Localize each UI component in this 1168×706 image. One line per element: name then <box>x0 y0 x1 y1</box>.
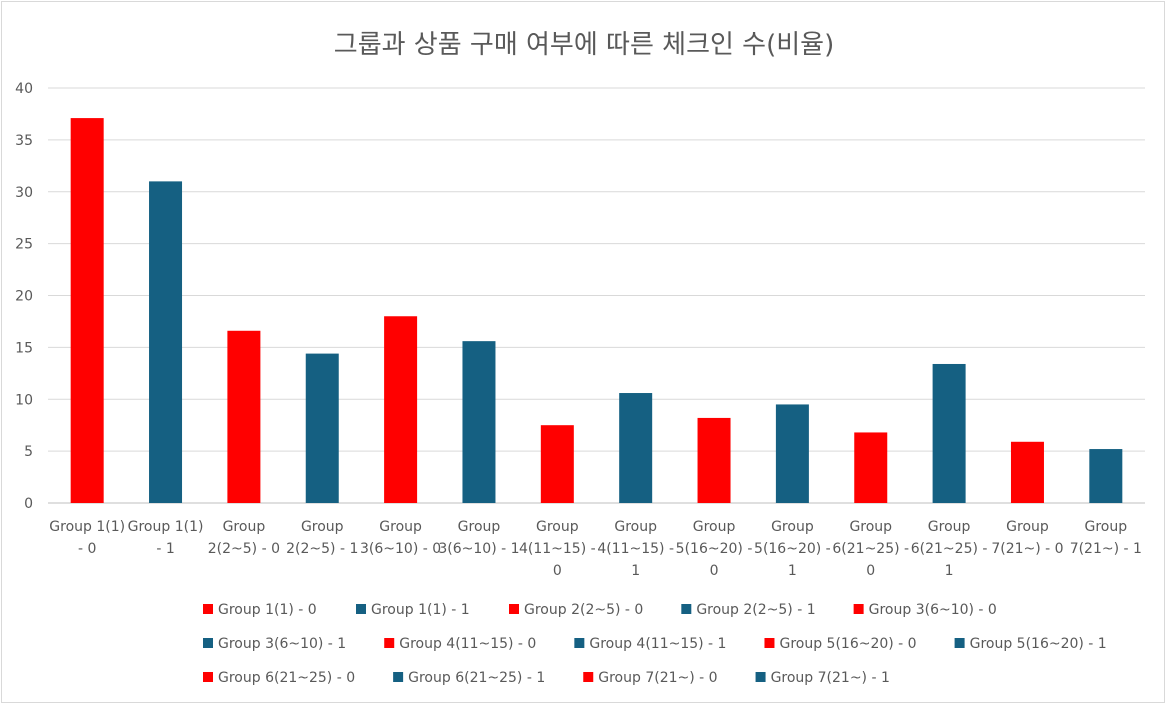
legend-item: Group 6(21~25) - 0 <box>203 670 355 686</box>
bar-10 <box>775 404 809 503</box>
legend-swatch <box>574 638 585 648</box>
legend-swatch <box>203 638 213 648</box>
x-category-label: Group 3(6~10) - 1 <box>438 519 519 557</box>
legend-swatch <box>764 638 775 648</box>
legend-item: Group 4(11~15) - 1 <box>574 636 726 652</box>
legend-swatch <box>509 604 519 614</box>
legend-item: Group 4(11~15) - 0 <box>384 636 536 652</box>
x-category-label: Group 5(16~20) -1 <box>754 519 831 579</box>
x-category-label: Group 4(11~15) -1 <box>597 519 674 579</box>
legend-swatch <box>853 604 864 614</box>
y-tick-label: 0 <box>24 496 33 512</box>
bar-9 <box>697 417 731 503</box>
y-tick-label: 25 <box>15 237 33 253</box>
y-tick-label: 40 <box>15 81 33 97</box>
bar-4 <box>305 353 339 503</box>
legend-swatch <box>583 672 594 682</box>
legend-label: Group 2(2~5) - 1 <box>696 602 815 618</box>
x-category-label: Group 1(1) - 1 <box>128 519 204 557</box>
y-axis-ticks: 0 5 10 15 20 25 30 35 40 <box>15 81 33 512</box>
legend-label: Group 7(21~) - 0 <box>598 670 717 686</box>
x-category-label: Group 2(2~5) - 1 <box>286 519 358 557</box>
legend-item: Group 2(2~5) - 1 <box>681 602 816 618</box>
gridlines <box>48 87 1145 504</box>
legend-item: Group 7(21~) - 1 <box>755 670 890 686</box>
bar-2 <box>149 181 183 503</box>
y-tick-label: 5 <box>24 444 33 460</box>
legend-item: Group 2(2~5) - 0 <box>509 602 643 618</box>
bar-12 <box>932 363 966 503</box>
legend-swatch <box>393 672 404 682</box>
y-tick-label: 10 <box>15 392 33 408</box>
bars <box>70 118 1123 504</box>
legend-item: Group 7(21~) - 0 <box>583 670 718 686</box>
bar-8 <box>619 393 653 503</box>
legend-label: Group 1(1) - 1 <box>371 602 470 618</box>
x-category-label: Group 7(21~) - 0 <box>991 519 1063 557</box>
legend-label: Group 3(6~10) - 0 <box>869 602 997 618</box>
legend-item: Group 3(6~10) - 0 <box>853 602 997 618</box>
x-category-label: Group 2(2~5) - 0 <box>208 519 280 557</box>
legend-label: Group 4(11~15) - 0 <box>399 636 536 652</box>
y-tick-label: 20 <box>15 289 33 305</box>
y-tick-label: 15 <box>15 340 33 356</box>
legend-swatch <box>954 638 965 648</box>
legend-label: Group 1(1) - 0 <box>218 602 317 618</box>
bar-14 <box>1089 449 1123 503</box>
x-category-label: Group 6(21~25) -1 <box>911 519 988 579</box>
bar-7 <box>540 425 574 503</box>
legend-label: Group 6(21~25) - 0 <box>218 670 355 686</box>
legend-label: Group 3(6~10) - 1 <box>218 636 346 652</box>
legend-swatch <box>356 604 366 614</box>
legend-swatch <box>681 604 692 614</box>
bar-11 <box>854 432 888 503</box>
x-category-label: Group 6(21~25) -0 <box>832 519 909 579</box>
legend-label: Group 6(21~25) - 1 <box>408 670 545 686</box>
legend-label: Group 2(2~5) - 0 <box>524 602 643 618</box>
bar-5 <box>384 316 418 503</box>
legend-swatch <box>203 672 213 682</box>
legend-item: Group 1(1) - 1 <box>356 602 470 618</box>
legend-label: Group 4(11~15) - 1 <box>589 636 726 652</box>
x-category-label: Group 5(16~20) -0 <box>676 519 753 579</box>
bar-3 <box>227 330 261 503</box>
legend-label: Group 5(16~20) - 1 <box>970 636 1107 652</box>
bar-13 <box>1010 441 1044 503</box>
chart-title: 그룹과 상품 구매 여부에 따른 체크인 수(비율) <box>333 30 835 60</box>
legend-item: Group 5(16~20) - 0 <box>764 636 917 652</box>
x-category-label: Group 7(21~) - 1 <box>1070 519 1142 557</box>
legend-item: Group 3(6~10) - 1 <box>203 636 346 652</box>
y-tick-label: 35 <box>15 133 33 149</box>
bar-6 <box>462 341 496 503</box>
x-category-label: Group 4(11~15) -0 <box>519 519 596 579</box>
legend: Group 1(1) - 0 Group 1(1) - 1 Group 2(2~5)… <box>203 602 1107 686</box>
legend-swatch <box>384 638 395 648</box>
legend-swatch <box>755 672 766 682</box>
legend-item: Group 6(21~25) - 1 <box>393 670 545 686</box>
x-category-label: Group 3(6~10) - 0 <box>360 519 441 557</box>
x-category-label: Group 1(1) - 0 <box>49 519 125 557</box>
legend-swatch <box>203 604 213 614</box>
bar-1 <box>70 118 104 504</box>
legend-item: Group 1(1) - 0 <box>203 602 317 618</box>
legend-label: Group 5(16~20) - 0 <box>779 636 916 652</box>
legend-label: Group 7(21~) - 1 <box>771 670 890 686</box>
legend-item: Group 5(16~20) - 1 <box>954 636 1107 652</box>
y-tick-label: 30 <box>15 185 33 201</box>
